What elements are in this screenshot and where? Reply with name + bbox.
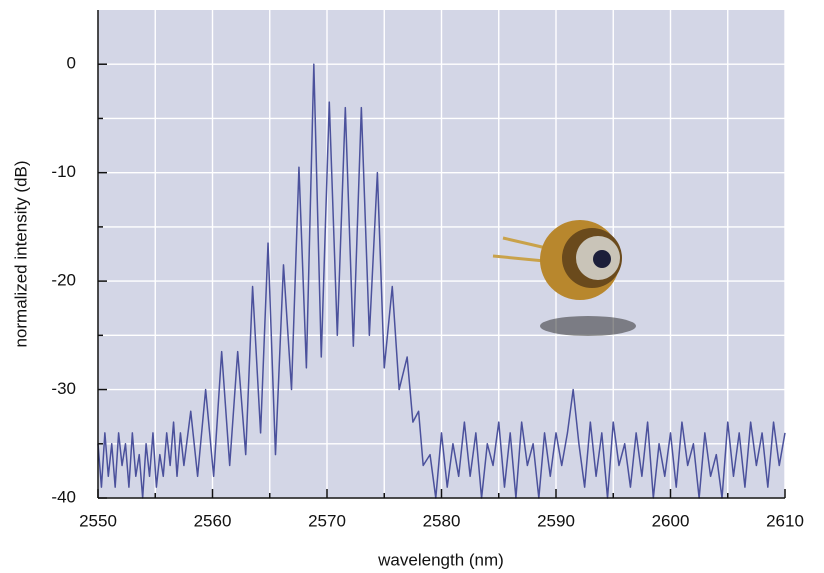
x-tick-label: 2560 (194, 511, 232, 530)
y-tick-label: -30 (51, 379, 76, 398)
y-tick-label: -40 (51, 487, 76, 506)
x-tick-label: 2610 (766, 511, 804, 530)
y-tick-label: -20 (51, 271, 76, 290)
x-tick-label: 2570 (308, 511, 346, 530)
x-tick-label: 2590 (537, 511, 575, 530)
x-tick-label: 2600 (652, 511, 690, 530)
y-tick-label: 0 (67, 54, 76, 73)
y-tick-label: -10 (51, 162, 76, 181)
chart: wavelength (nm) normalized intensity (dB… (0, 0, 824, 573)
x-axis-label: wavelength (nm) (377, 550, 504, 569)
x-tick-label: 2550 (79, 511, 117, 530)
x-tick-label: 2580 (423, 511, 461, 530)
y-axis-label: normalized intensity (dB) (11, 160, 30, 347)
